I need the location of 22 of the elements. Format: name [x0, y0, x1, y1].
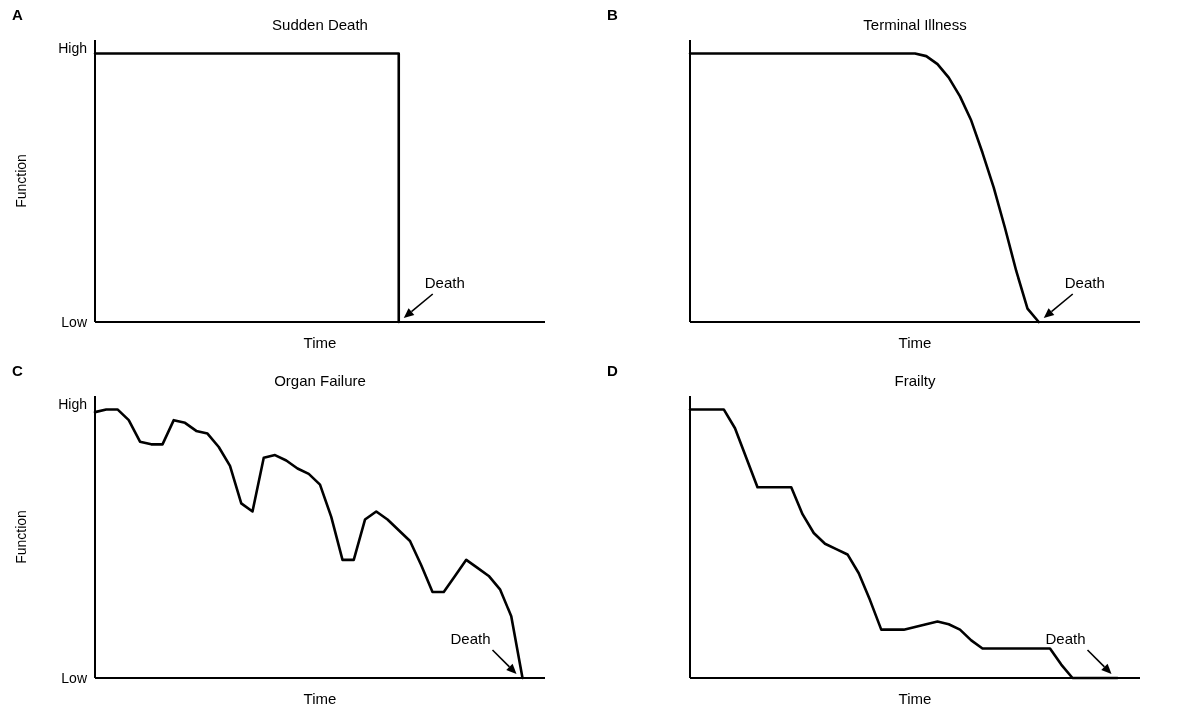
text: Low — [61, 669, 88, 686]
annotation: Death — [450, 630, 491, 647]
annotation: Death — [1045, 630, 1086, 647]
chart-title: Sudden Death — [272, 16, 368, 33]
y-axis-title: Function — [13, 154, 29, 208]
x-axis-title: Time — [303, 334, 337, 351]
text: High — [58, 39, 87, 56]
text: C — [12, 362, 23, 379]
text: D — [607, 362, 618, 379]
y-axis-title: Function — [13, 510, 29, 564]
text: High — [58, 395, 87, 412]
chart-title: Frailty — [894, 372, 936, 389]
x-axis-title: Time — [898, 334, 932, 351]
text: B — [607, 6, 618, 23]
x-axis-title: Time — [898, 690, 932, 707]
annotation: Death — [1064, 274, 1105, 291]
text: Low — [61, 313, 88, 330]
chart-title: Terminal Illness — [863, 16, 967, 33]
annotation: Death — [424, 274, 465, 291]
x-axis-title: Time — [303, 690, 337, 707]
chart-title: Organ Failure — [274, 372, 366, 389]
text: A — [12, 6, 23, 23]
